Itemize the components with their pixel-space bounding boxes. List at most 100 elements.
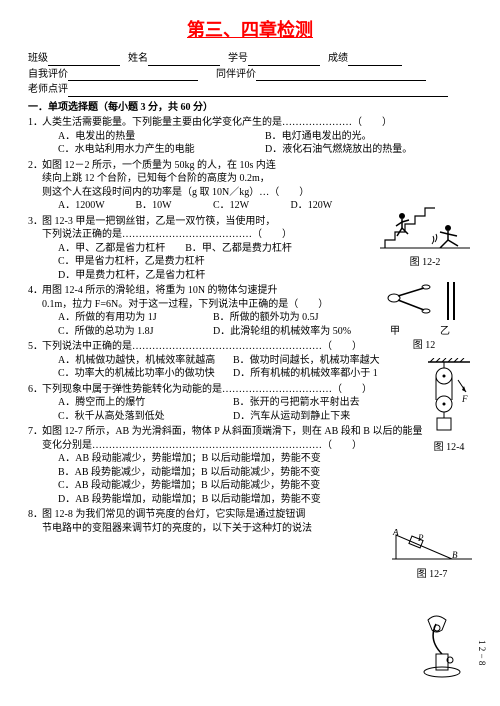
q-text: 如图 12-7 所示，AB 为光滑斜面，物体 P 从斜面顶端滑下，则在 AB 段… bbox=[42, 425, 472, 439]
blank-line bbox=[48, 56, 120, 66]
page-title: 第三、四章检测 bbox=[28, 18, 472, 42]
question-7: 7．如图 12-7 所示，AB 为光滑斜面，物体 P 从斜面顶端滑下，则在 AB… bbox=[28, 425, 472, 506]
dots: ………………… bbox=[282, 117, 352, 128]
q-num: 1． bbox=[28, 116, 42, 130]
q-line: 0.1m，拉力 F=6N。对于这一过程，下列说法中正确的是（ ） bbox=[28, 298, 368, 312]
q-line: 续向上跳 12 个台阶，已知每个台阶的高度为 0.2m， bbox=[28, 172, 368, 186]
opt-row: A．甲、乙都是省力杠杆 B．甲、乙都是费力杠杆 bbox=[58, 242, 368, 256]
opt-a: A．机械做功越快，机械效率就越高 bbox=[58, 354, 233, 368]
q-stem: 人类生活需要能量。下列能量主要由化学变化产生的是 bbox=[42, 117, 282, 128]
svg-text:F: F bbox=[461, 394, 468, 404]
opt-d: D．汽车从运动到静止下来 bbox=[233, 410, 408, 424]
header-row-3: 老师点评 bbox=[28, 83, 472, 97]
svg-text:A: A bbox=[392, 529, 399, 537]
q-text: 下列说法中正确的是…………………………………………………（ ） bbox=[42, 340, 408, 354]
label-score: 成绩 bbox=[328, 52, 348, 66]
answer-paren: （ ） bbox=[322, 440, 362, 451]
q-num: 4． bbox=[28, 284, 42, 298]
opt-d: D．所有机械的机械效率都小于 1 bbox=[233, 367, 408, 381]
opt-c: C．秋千从高处落到低处 bbox=[58, 410, 233, 424]
opt-a: A．电发出的热量 bbox=[58, 130, 265, 144]
opt-a: A．腾空而上的爆竹 bbox=[58, 396, 233, 410]
q-text: 下列现象中属于弹性势能转化为动能的是……………………………（ ） bbox=[42, 383, 408, 397]
figure-label: 图 12-7 bbox=[392, 568, 472, 582]
opt-row: D．甲是费力杠杆，乙是省力杠杆 bbox=[58, 269, 368, 283]
opt-b: B．所做的额外功为 0.5J bbox=[213, 311, 368, 325]
blank-line bbox=[148, 56, 220, 66]
opt-c: C．AB 段动能减少，势能增加；B 以后动能减少，势能不变 bbox=[58, 479, 368, 493]
opt-c: C．水电站利用水力产生的电能 bbox=[58, 143, 265, 157]
blank-line bbox=[68, 87, 448, 97]
opt-c: C．功率大的机械比功率小的做功快 bbox=[58, 367, 233, 381]
opt-b: B．做功时间越长，机械功率越大 bbox=[233, 354, 408, 368]
opt-row: C．甲是省力杠杆，乙是费力杠杆 bbox=[58, 255, 368, 269]
svg-text:P: P bbox=[417, 533, 424, 543]
answer-paren: （ ） bbox=[352, 117, 392, 128]
figure-12-8 bbox=[414, 610, 470, 680]
q-num: 3． bbox=[28, 215, 42, 229]
question-1: 1． 人类生活需要能量。下列能量主要由化学变化产生的是…………………（ ） A．… bbox=[28, 116, 472, 157]
q-line: 则这个人在这段时间内的功率是（g 取 10N／kg）…（ ） bbox=[28, 186, 368, 200]
q-text: 图 12-8 为我们常见的调节亮度的台灯，它实际是通过旋钮调 bbox=[42, 508, 368, 522]
opt-b: B．张开的弓把箭水平射出去 bbox=[233, 396, 408, 410]
q-num: 6． bbox=[28, 383, 42, 397]
q-line: 节电路中的变阻器来调节灯的亮度的，以下关于这种灯的说法 bbox=[28, 522, 368, 536]
figure-12-3: 甲 乙 图 12 bbox=[384, 280, 464, 340]
label-self-eval: 自我评价 bbox=[28, 68, 68, 82]
opt-c: C．所做的总功为 1.8J bbox=[58, 325, 213, 339]
opt-a: A．所做的有用功为 1J bbox=[58, 311, 213, 325]
opt-b: B．10W bbox=[136, 199, 214, 213]
q-line: 下列说法正确的是 bbox=[42, 229, 122, 240]
opt-b: B．AB 段势能减少，动能增加；B 以后动能减少，势能不变 bbox=[58, 466, 368, 480]
question-6: 6．下列现象中属于弹性势能转化为动能的是……………………………（ ） A．腾空而… bbox=[28, 383, 472, 424]
figure-label: 甲 乙 bbox=[384, 325, 464, 339]
figure-label: 图 12-4 bbox=[428, 441, 470, 455]
q-line: 变化分别是 bbox=[42, 440, 92, 451]
q-num: 2． bbox=[28, 159, 42, 173]
answer-paren: （ ） bbox=[252, 229, 292, 240]
dots: ………………………………………………… bbox=[132, 341, 322, 352]
label-class: 班级 bbox=[28, 52, 48, 66]
figure-label: 图 12-2 bbox=[380, 256, 470, 270]
label-peer-eval: 同伴评价 bbox=[216, 68, 256, 82]
dots: ………………………………… bbox=[122, 229, 252, 240]
q-text: 如图 12－2 所示，一个质量为 50kg 的人，在 10s 内连 bbox=[42, 159, 368, 173]
side-page-number: 1 2 − 8 bbox=[476, 640, 488, 665]
opt-a: A．1200W bbox=[58, 199, 136, 213]
figure-12-7: P A B 图 12-7 bbox=[392, 529, 472, 577]
opt-d: D．120W bbox=[291, 199, 369, 213]
sub-label: 甲 乙 bbox=[390, 325, 450, 339]
q-stem: 下列现象中属于弹性势能转化为动能的是 bbox=[42, 384, 222, 395]
answer-paren: （ ） bbox=[332, 384, 372, 395]
svg-text:B: B bbox=[452, 550, 458, 560]
q-text: 用图 12-4 所示的滑轮组，将重为 10N 的物体匀速提升 bbox=[42, 284, 368, 298]
label-name: 姓名 bbox=[128, 52, 148, 66]
blank-line bbox=[68, 71, 198, 81]
dots: …………………………… bbox=[222, 384, 332, 395]
blank-line bbox=[348, 56, 402, 66]
section-heading: 一．单项选择题（每小题 3 分，共 60 分） bbox=[28, 101, 472, 115]
label-teacher: 老师点评 bbox=[28, 83, 68, 97]
opt-c: C．12W bbox=[213, 199, 291, 213]
q-num: 5． bbox=[28, 340, 42, 354]
q-text: 图 12-3 甲是一把钢丝钳，乙是一双竹筷，当使用时， bbox=[42, 215, 368, 229]
header-row-2: 自我评价 同伴评价 bbox=[28, 68, 472, 82]
blank-line bbox=[256, 71, 426, 81]
q-text: 人类生活需要能量。下列能量主要由化学变化产生的是…………………（ ） bbox=[42, 116, 472, 130]
q-num: 7． bbox=[28, 425, 42, 439]
blank-line bbox=[248, 56, 320, 66]
opt-b: B．电灯通电发出的光。 bbox=[265, 130, 472, 144]
answer-paren: （ ） bbox=[322, 341, 362, 352]
label-id: 学号 bbox=[228, 52, 248, 66]
opt-d: D．AB 段势能增加，动能增加；B 以后动能增加，势能不变 bbox=[58, 493, 368, 507]
opt-d: D．此滑轮组的机械效率为 50% bbox=[213, 325, 368, 339]
figure-12-2: 图 12-2 bbox=[380, 198, 470, 268]
figure-label: 图 12 bbox=[384, 339, 464, 353]
q-stem: 下列说法中正确的是 bbox=[42, 341, 132, 352]
header-row-1: 班级 姓名 学号 成绩 bbox=[28, 52, 472, 66]
figure-12-4: F 图 12-4 bbox=[428, 358, 470, 453]
dots: …………………………………………………………… bbox=[92, 440, 322, 451]
q-num: 8． bbox=[28, 508, 42, 522]
opt-a: A．AB 段动能减少，势能增加；B 以后动能增加，势能不变 bbox=[58, 452, 368, 466]
opt-d: D．液化石油气燃烧放出的热量。 bbox=[265, 143, 472, 157]
